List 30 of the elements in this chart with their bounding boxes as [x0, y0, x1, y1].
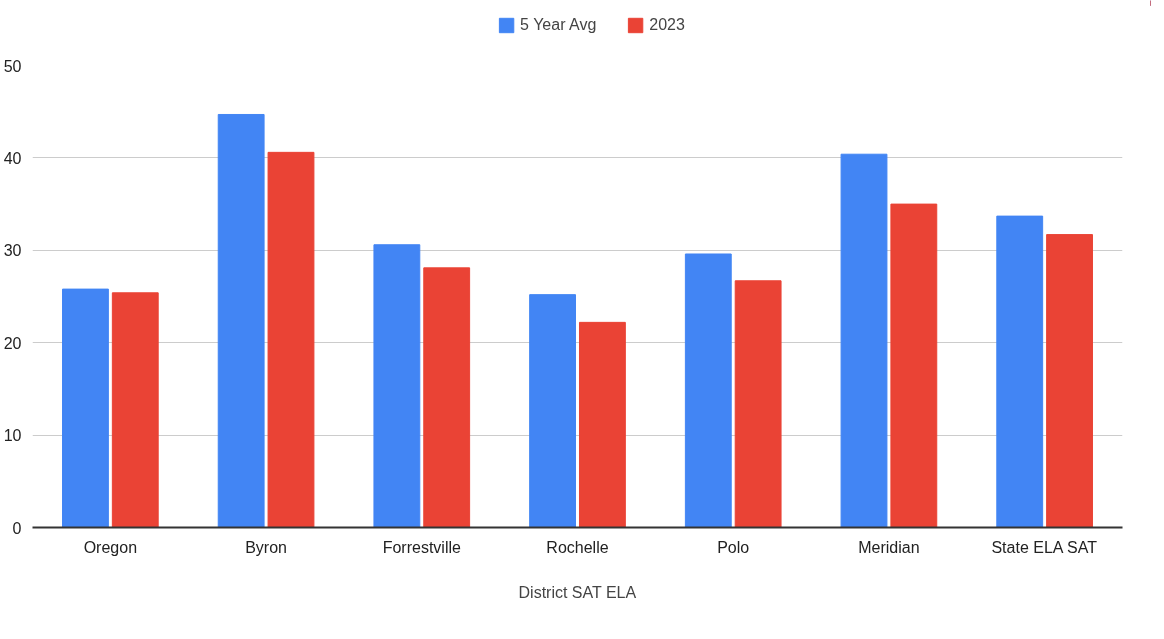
bar: [373, 244, 421, 528]
x-axis-title: District SAT ELA: [518, 583, 637, 601]
x-tick-label: State ELA SAT: [991, 538, 1098, 556]
bar: [267, 151, 315, 528]
bar: [890, 203, 938, 528]
legend-label: 2023: [649, 16, 685, 34]
x-tick-label: Oregon: [83, 538, 138, 556]
x-tick-label: Meridian: [858, 538, 920, 556]
y-tick-label: 40: [3, 149, 22, 167]
y-tick-label: 20: [3, 334, 22, 352]
y-tick-label: 0: [12, 519, 22, 537]
legend-label: 5 Year Avg: [520, 16, 597, 34]
bar: [578, 321, 626, 528]
x-tick-label: Rochelle: [546, 538, 609, 556]
y-tick-label: 50: [3, 57, 22, 75]
bar: [111, 292, 159, 528]
y-tick-label: 10: [3, 427, 22, 445]
bar: [684, 253, 732, 528]
bar: [423, 267, 471, 528]
x-tick-label: Polo: [717, 538, 750, 556]
x-tick-label: Forrestville: [382, 538, 461, 556]
bar: [1046, 234, 1093, 528]
x-tick-label: Byron: [245, 538, 287, 556]
bar: [529, 294, 577, 528]
bar: [734, 280, 782, 528]
bar: [217, 113, 265, 528]
bar: [62, 288, 109, 528]
bar: [840, 153, 888, 528]
y-tick-label: 30: [3, 242, 22, 260]
bar: [996, 215, 1044, 528]
